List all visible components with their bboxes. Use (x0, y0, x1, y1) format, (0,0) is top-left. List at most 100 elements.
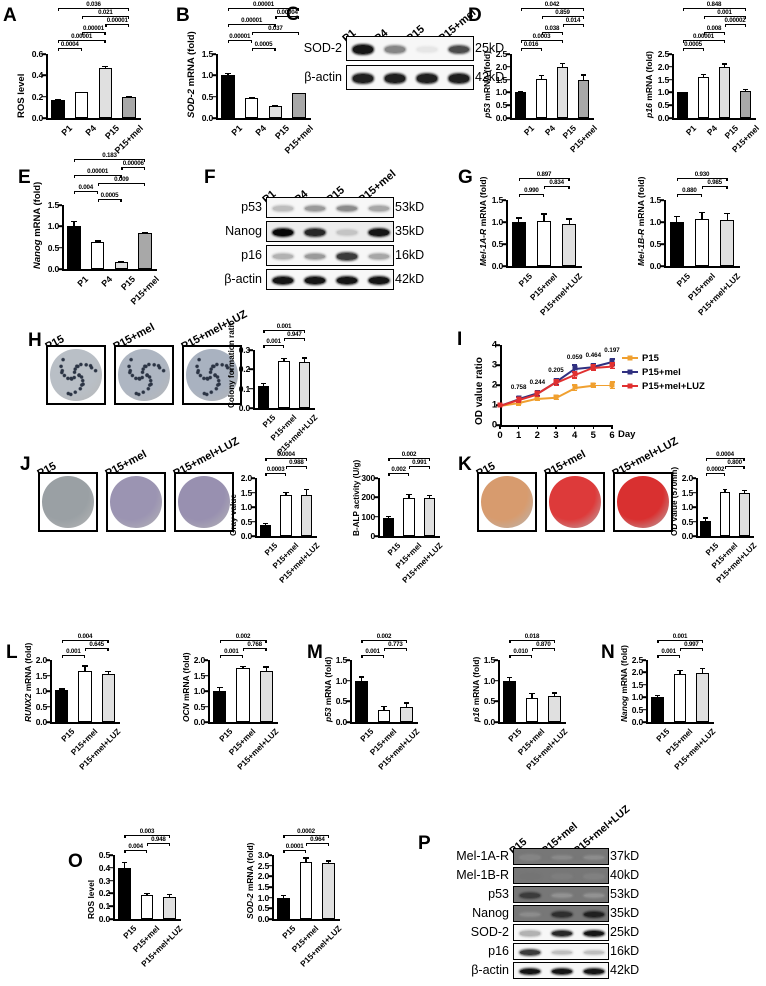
y-tick-mark-D2-1 (668, 104, 672, 106)
sig-bar-A-1 (57, 40, 106, 42)
bar-B-2 (268, 106, 283, 118)
y-tick-label-L1-0: 0.0 (35, 717, 47, 727)
y-tick-label-L1-1: 0.5 (35, 701, 47, 712)
sig-tick-l-M1-0 (361, 655, 363, 659)
blot-band-F-2-0 (273, 254, 293, 259)
point-error-cap-t-I-1-3 (553, 377, 559, 380)
error-cap-D1-2 (559, 62, 566, 65)
sig-tick-r-D2-0 (702, 48, 704, 52)
sig-bar-O1-2 (124, 835, 170, 837)
y-tick-label-O1-2: 0.2 (98, 888, 110, 899)
y-tick-mark-L2-2 (204, 690, 208, 692)
y-tick-mark-D2-4 (668, 66, 672, 68)
error-cap-D1-3 (580, 74, 587, 76)
blot-box-P-6 (513, 962, 609, 979)
y-axis-M1 (350, 660, 352, 723)
sig-tick-l-D1-4 (541, 16, 543, 20)
y-tick-mark-E-1 (58, 246, 62, 249)
sig-tick-r-O2-0 (305, 850, 307, 854)
sig-bar-O1-0 (124, 850, 147, 852)
sig-pvalue-L1-1: 0.645 (89, 640, 104, 648)
panel-label-H: H (28, 330, 42, 351)
point-error-cap-b-I-2-3 (553, 384, 559, 387)
blot-band-P-3-1 (552, 911, 572, 918)
sig-tick-l-H-0 (263, 345, 265, 349)
sig-tick-l-B-4 (275, 16, 277, 20)
y-axis-title-N: Nanog mRNA (fold) (619, 645, 629, 722)
x-tick-label-G1-2: P15+mel+LUZ (538, 271, 585, 318)
bar-G1-1 (536, 221, 552, 266)
error-cap-H-1 (281, 357, 287, 359)
panel-label-F: F (204, 167, 216, 188)
sig-tick-r-O2-2 (327, 835, 329, 839)
y-tick-mark-J1-0 (251, 535, 255, 537)
sig-tick-l-D1-3 (562, 24, 564, 28)
y-tick-label-N-2: 1.0 (631, 692, 643, 703)
y-axis-title-I: OD value ratio (474, 357, 485, 425)
y-tick-label-E-2: 1.0 (47, 221, 59, 232)
y-axis-title-D2: p16 mRNA (fold) (644, 51, 654, 118)
blot-band-F-3-2 (337, 277, 357, 284)
panel-label-B: B (176, 5, 190, 26)
sig-tick-l-E-5 (73, 159, 76, 163)
sig-tick-r-L2-0 (242, 655, 244, 659)
x-axis-J2 (378, 536, 440, 538)
sig-bar-B-1 (227, 40, 252, 42)
x-tick-label-I-0: 0 (497, 430, 503, 441)
sig-pvalue-D1-1: 0.0003 (532, 33, 551, 40)
y-tick-mark-K-0 (692, 535, 696, 537)
bar-G1-2 (562, 224, 577, 266)
sig-tick-r-O1-1 (168, 842, 170, 846)
chart-O2: 0.0 0.5 1.0 1.5 2.0 2.5 3.0 SOD-2 mRNA (fold) P1… (245, 828, 343, 969)
x-axis-J1 (255, 536, 317, 538)
x-tick-mark-I-0 (499, 425, 501, 429)
sig-bar-E-0 (97, 199, 122, 201)
sig-tick-r-J1-2 (305, 458, 307, 462)
y-tick-mark-M2-0 (494, 721, 498, 723)
point-error-cap-b-I-2-1 (516, 401, 522, 403)
error-cap-D1-1 (538, 74, 545, 77)
y-tick-mark-L2-1 (204, 705, 208, 708)
y-tick-mark-J1-3 (251, 491, 255, 494)
x-axis-B (216, 118, 311, 120)
x-tick-label-I-4: 4 (572, 430, 578, 441)
point-error-I-2-6 (611, 362, 613, 368)
bar-E-2 (114, 261, 129, 269)
y-tick-mark-J2-2 (374, 496, 378, 499)
y-axis-J1 (255, 478, 257, 537)
panel-label-E: E (18, 167, 31, 188)
sig-tick-l-L1-1 (85, 647, 87, 651)
blot-box-C-1 (346, 65, 474, 90)
sig-pvalue-G2-1: 0.985 (707, 179, 722, 186)
bar-D1-2 (556, 66, 569, 118)
dish-well-H-1 (118, 349, 170, 401)
sig-tick-l-D2-3 (724, 24, 726, 28)
y-tick-mark-D1-4 (506, 66, 510, 68)
sig-bar-L1-1 (85, 647, 109, 649)
sig-tick-r-A-1 (104, 40, 106, 44)
y-tick-label-N-0: 0.0 (631, 717, 643, 727)
blot-box-F-1 (266, 221, 394, 242)
y-tick-label-J2-1: 100 (361, 511, 375, 522)
y-tick-label-M1-1: 0.5 (335, 696, 347, 707)
error-cap-M2-1 (529, 693, 535, 695)
error-bar-H-2 (303, 357, 306, 363)
sig-tick-r-D2-3 (744, 24, 746, 28)
y-tick-mark-O1-0 (109, 918, 113, 920)
sig-bar-G1-0 (518, 194, 544, 196)
y-tick-label-D1-3: 1.5 (495, 74, 507, 85)
bar-K-0 (700, 520, 712, 536)
error-cap-D2-0 (679, 91, 686, 94)
y-axis-title-M1: p53 mRNA (fold) (323, 656, 333, 722)
x-axis-D1 (510, 118, 594, 120)
sig-tick-r-H-2 (303, 330, 305, 334)
error-bar-G2-1 (701, 211, 703, 219)
y-tick-label-J1-4: 2.0 (240, 473, 252, 483)
point-error-I-1-6 (611, 358, 613, 365)
sig-pvalue-O2-0: 0.0001 (285, 843, 304, 850)
point-error-cap-b-I-2-5 (590, 369, 596, 371)
y-tick-label-L1-2: 1.0 (35, 686, 47, 696)
bar-J2-2 (423, 498, 436, 536)
y-tick-mark-O1-5 (109, 854, 113, 856)
error-cap-L2-1 (240, 665, 246, 667)
